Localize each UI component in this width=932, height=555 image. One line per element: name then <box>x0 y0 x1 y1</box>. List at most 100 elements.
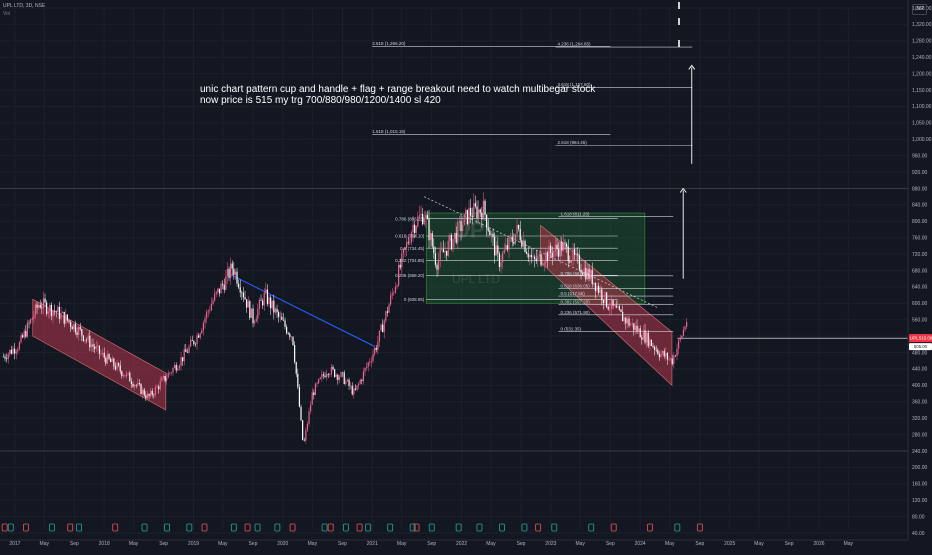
annotation-text: unic chart pattern cup and handle + flag… <box>200 84 595 106</box>
candle-body <box>527 253 529 258</box>
candle-body <box>401 253 403 268</box>
candle-body <box>414 224 416 233</box>
candle-body <box>260 299 262 301</box>
candle-body <box>524 240 526 252</box>
candle-body <box>436 264 438 270</box>
candle-body <box>70 321 72 327</box>
candle-body <box>374 347 376 354</box>
candle-body <box>108 354 110 360</box>
time-tick-label: 2018 <box>99 541 110 547</box>
candle-body <box>492 233 494 237</box>
time-tick-label: Sep <box>517 541 526 547</box>
candle-body <box>654 346 656 350</box>
candle-body <box>372 353 374 361</box>
candle-body <box>238 283 240 288</box>
candle-body <box>172 367 174 373</box>
annotation-line-2: now price is 515 my trg 700/880/980/1200… <box>200 95 441 106</box>
price-tick-label: 640.00 <box>912 285 928 291</box>
candle-body <box>586 268 589 280</box>
candle-body <box>567 246 569 262</box>
price-tick-label: 1,150.00 <box>912 88 932 94</box>
target-arrow-head <box>679 187 687 193</box>
candle-body <box>180 357 182 366</box>
last-price-value: 515.00 <box>919 336 932 341</box>
dividend-marker <box>365 523 372 532</box>
candle-body <box>358 383 360 386</box>
candle-body <box>170 372 173 374</box>
candle-body <box>406 242 408 248</box>
candle-body <box>394 287 397 293</box>
candle-body <box>326 373 328 377</box>
dividend-marker <box>409 523 416 532</box>
candle-body <box>102 352 104 354</box>
candle-body <box>673 355 675 364</box>
candle-body <box>284 320 286 327</box>
candle-body <box>350 385 352 387</box>
candle-body <box>610 299 613 309</box>
candle-body <box>134 385 136 387</box>
candle-body <box>665 353 667 357</box>
candle-body <box>132 383 134 387</box>
candle-body <box>254 321 256 324</box>
candle-body <box>135 385 137 386</box>
candle-body <box>623 317 625 322</box>
time-tick-label: Sep <box>606 541 615 547</box>
candle-body <box>314 383 317 395</box>
candle-body <box>377 341 379 350</box>
candle-body <box>412 224 414 233</box>
candle-body <box>684 326 686 330</box>
candle-body <box>63 311 65 324</box>
dividend-marker <box>521 523 528 532</box>
candle-body <box>95 346 97 349</box>
candle-body <box>334 369 336 377</box>
candle-body <box>6 358 8 360</box>
price-tick-label: 1,050.00 <box>912 121 932 127</box>
candle-body <box>370 360 373 363</box>
currency-badge[interactable]: INR <box>912 4 927 15</box>
extension-label: 1.618 (1,015.15) <box>372 129 406 134</box>
candle-body <box>596 285 598 291</box>
candle-body <box>94 346 96 349</box>
candle-body <box>434 253 437 265</box>
candle-body <box>498 253 501 267</box>
candle-body <box>359 380 361 384</box>
candle-body <box>58 306 61 319</box>
candle-body <box>191 340 193 341</box>
candle-body <box>404 247 406 250</box>
candle-body <box>473 203 475 218</box>
candle-body <box>327 373 329 375</box>
event-markers <box>1 523 703 532</box>
candle-body <box>407 242 409 244</box>
candle-body <box>169 372 171 374</box>
candle-body <box>410 232 413 243</box>
candle-body <box>22 335 24 338</box>
candle-body <box>310 404 312 412</box>
candle-body <box>137 382 139 386</box>
symbol-line: UPL LTD, 3D, NSE <box>3 3 46 9</box>
candle-body <box>591 269 593 285</box>
candle-body <box>534 256 536 259</box>
candle-body <box>319 377 321 380</box>
dividend-marker <box>164 523 170 532</box>
candle-body <box>666 353 669 360</box>
candle-body <box>476 206 478 219</box>
candle-body <box>569 261 571 263</box>
candle-body <box>428 218 430 241</box>
time-tick-label: 2020 <box>277 541 288 547</box>
candle-body <box>639 328 641 338</box>
candle-body <box>497 245 499 254</box>
candle-body <box>30 319 32 324</box>
candle-body <box>662 351 664 354</box>
price-tick-label: 880.00 <box>912 186 928 192</box>
secondary-price-tag <box>909 343 932 351</box>
retrace-label: 0.5 (617.65) <box>560 291 585 296</box>
candle-body <box>441 249 443 250</box>
fib-label: 0.618 (764.10) <box>395 234 425 239</box>
candle-body <box>338 376 341 380</box>
candle-body <box>353 388 355 395</box>
extension-label: 3.618 (1,157.60) <box>558 82 592 87</box>
time-tick-label: 2023 <box>545 541 556 547</box>
candle-body <box>649 339 651 347</box>
